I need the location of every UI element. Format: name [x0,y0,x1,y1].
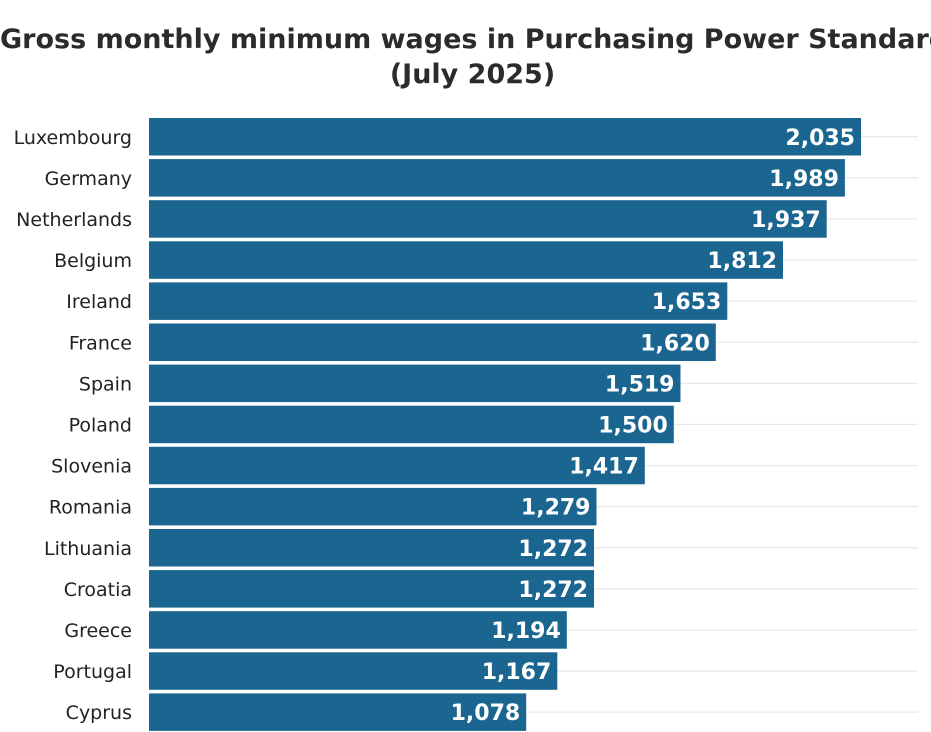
category-label: Romania [49,497,132,519]
value-label: 1,989 [769,167,839,192]
bar-croatia [149,570,594,608]
bar-romania [149,487,597,526]
category-label: Croatia [64,579,132,601]
category-label: Germany [45,168,132,190]
value-label: 1,653 [652,290,722,315]
value-label: 1,078 [451,701,521,726]
value-label: 1,519 [605,372,675,397]
category-label: Ireland [66,291,132,313]
chart-title-line-1: Gross monthly minimum wages in Purchasin… [0,24,931,55]
bar-slovenia [149,446,645,485]
bar-cyprus [149,693,527,731]
bar-poland [149,405,674,444]
bar-france [149,323,716,361]
bar-greece [149,611,567,649]
bar-ireland [149,282,728,320]
category-label: Lithuania [44,538,132,560]
value-label: 1,279 [521,496,591,521]
category-label: Poland [69,414,132,436]
value-label: 1,620 [640,331,710,356]
bar-germany [149,159,845,197]
bar-portugal [149,652,558,690]
bar-netherlands [149,200,827,238]
value-label: 2,035 [785,126,855,151]
bar-spain [149,364,681,403]
category-label: Greece [64,620,132,642]
value-label: 1,500 [598,413,668,438]
category-label: Slovenia [51,456,132,478]
value-label: 1,937 [751,208,821,233]
chart-title: Gross monthly minimum wages in Purchasin… [0,22,931,92]
value-label: 1,167 [482,660,552,685]
value-label: 1,272 [518,537,588,562]
chart-title-line-2: (July 2025) [389,59,556,90]
bar-luxembourg [149,118,861,156]
value-label: 1,812 [707,249,777,274]
value-label: 1,194 [491,619,561,644]
value-label: 1,272 [518,578,588,603]
category-label: France [69,332,132,354]
category-label: Luxembourg [14,127,132,149]
category-label: Belgium [54,250,132,272]
category-label: Netherlands [16,209,132,231]
category-label: Cyprus [66,702,132,724]
value-label: 1,417 [569,455,639,480]
bar-lithuania [149,529,594,567]
category-label: Spain [79,373,132,395]
category-label: Portugal [53,661,132,683]
bar-belgium [149,241,783,279]
